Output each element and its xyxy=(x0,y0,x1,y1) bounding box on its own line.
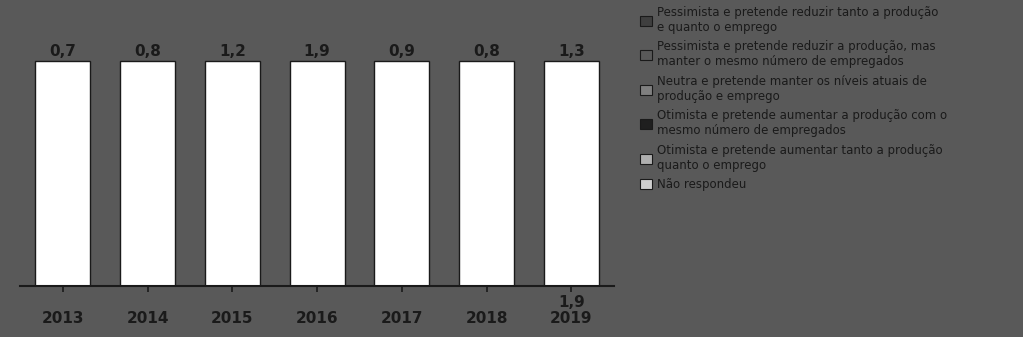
Bar xyxy=(35,61,90,286)
Text: 0,7: 0,7 xyxy=(49,44,77,59)
Bar xyxy=(459,61,515,286)
Text: 0,9: 0,9 xyxy=(389,44,415,59)
Bar xyxy=(290,61,345,286)
Bar xyxy=(205,61,260,286)
Text: 0,8: 0,8 xyxy=(474,44,500,59)
Bar xyxy=(544,61,599,286)
Bar xyxy=(374,61,430,286)
Legend: Pessimista e pretende reduzir tanto a produção
e quanto o emprego, Pessimista e : Pessimista e pretende reduzir tanto a pr… xyxy=(640,6,947,191)
Text: 1,9: 1,9 xyxy=(558,295,585,310)
Text: 1,3: 1,3 xyxy=(558,44,585,59)
Text: 1,9: 1,9 xyxy=(304,44,330,59)
Text: 1,2: 1,2 xyxy=(219,44,246,59)
Text: 0,8: 0,8 xyxy=(134,44,161,59)
Bar xyxy=(120,61,175,286)
